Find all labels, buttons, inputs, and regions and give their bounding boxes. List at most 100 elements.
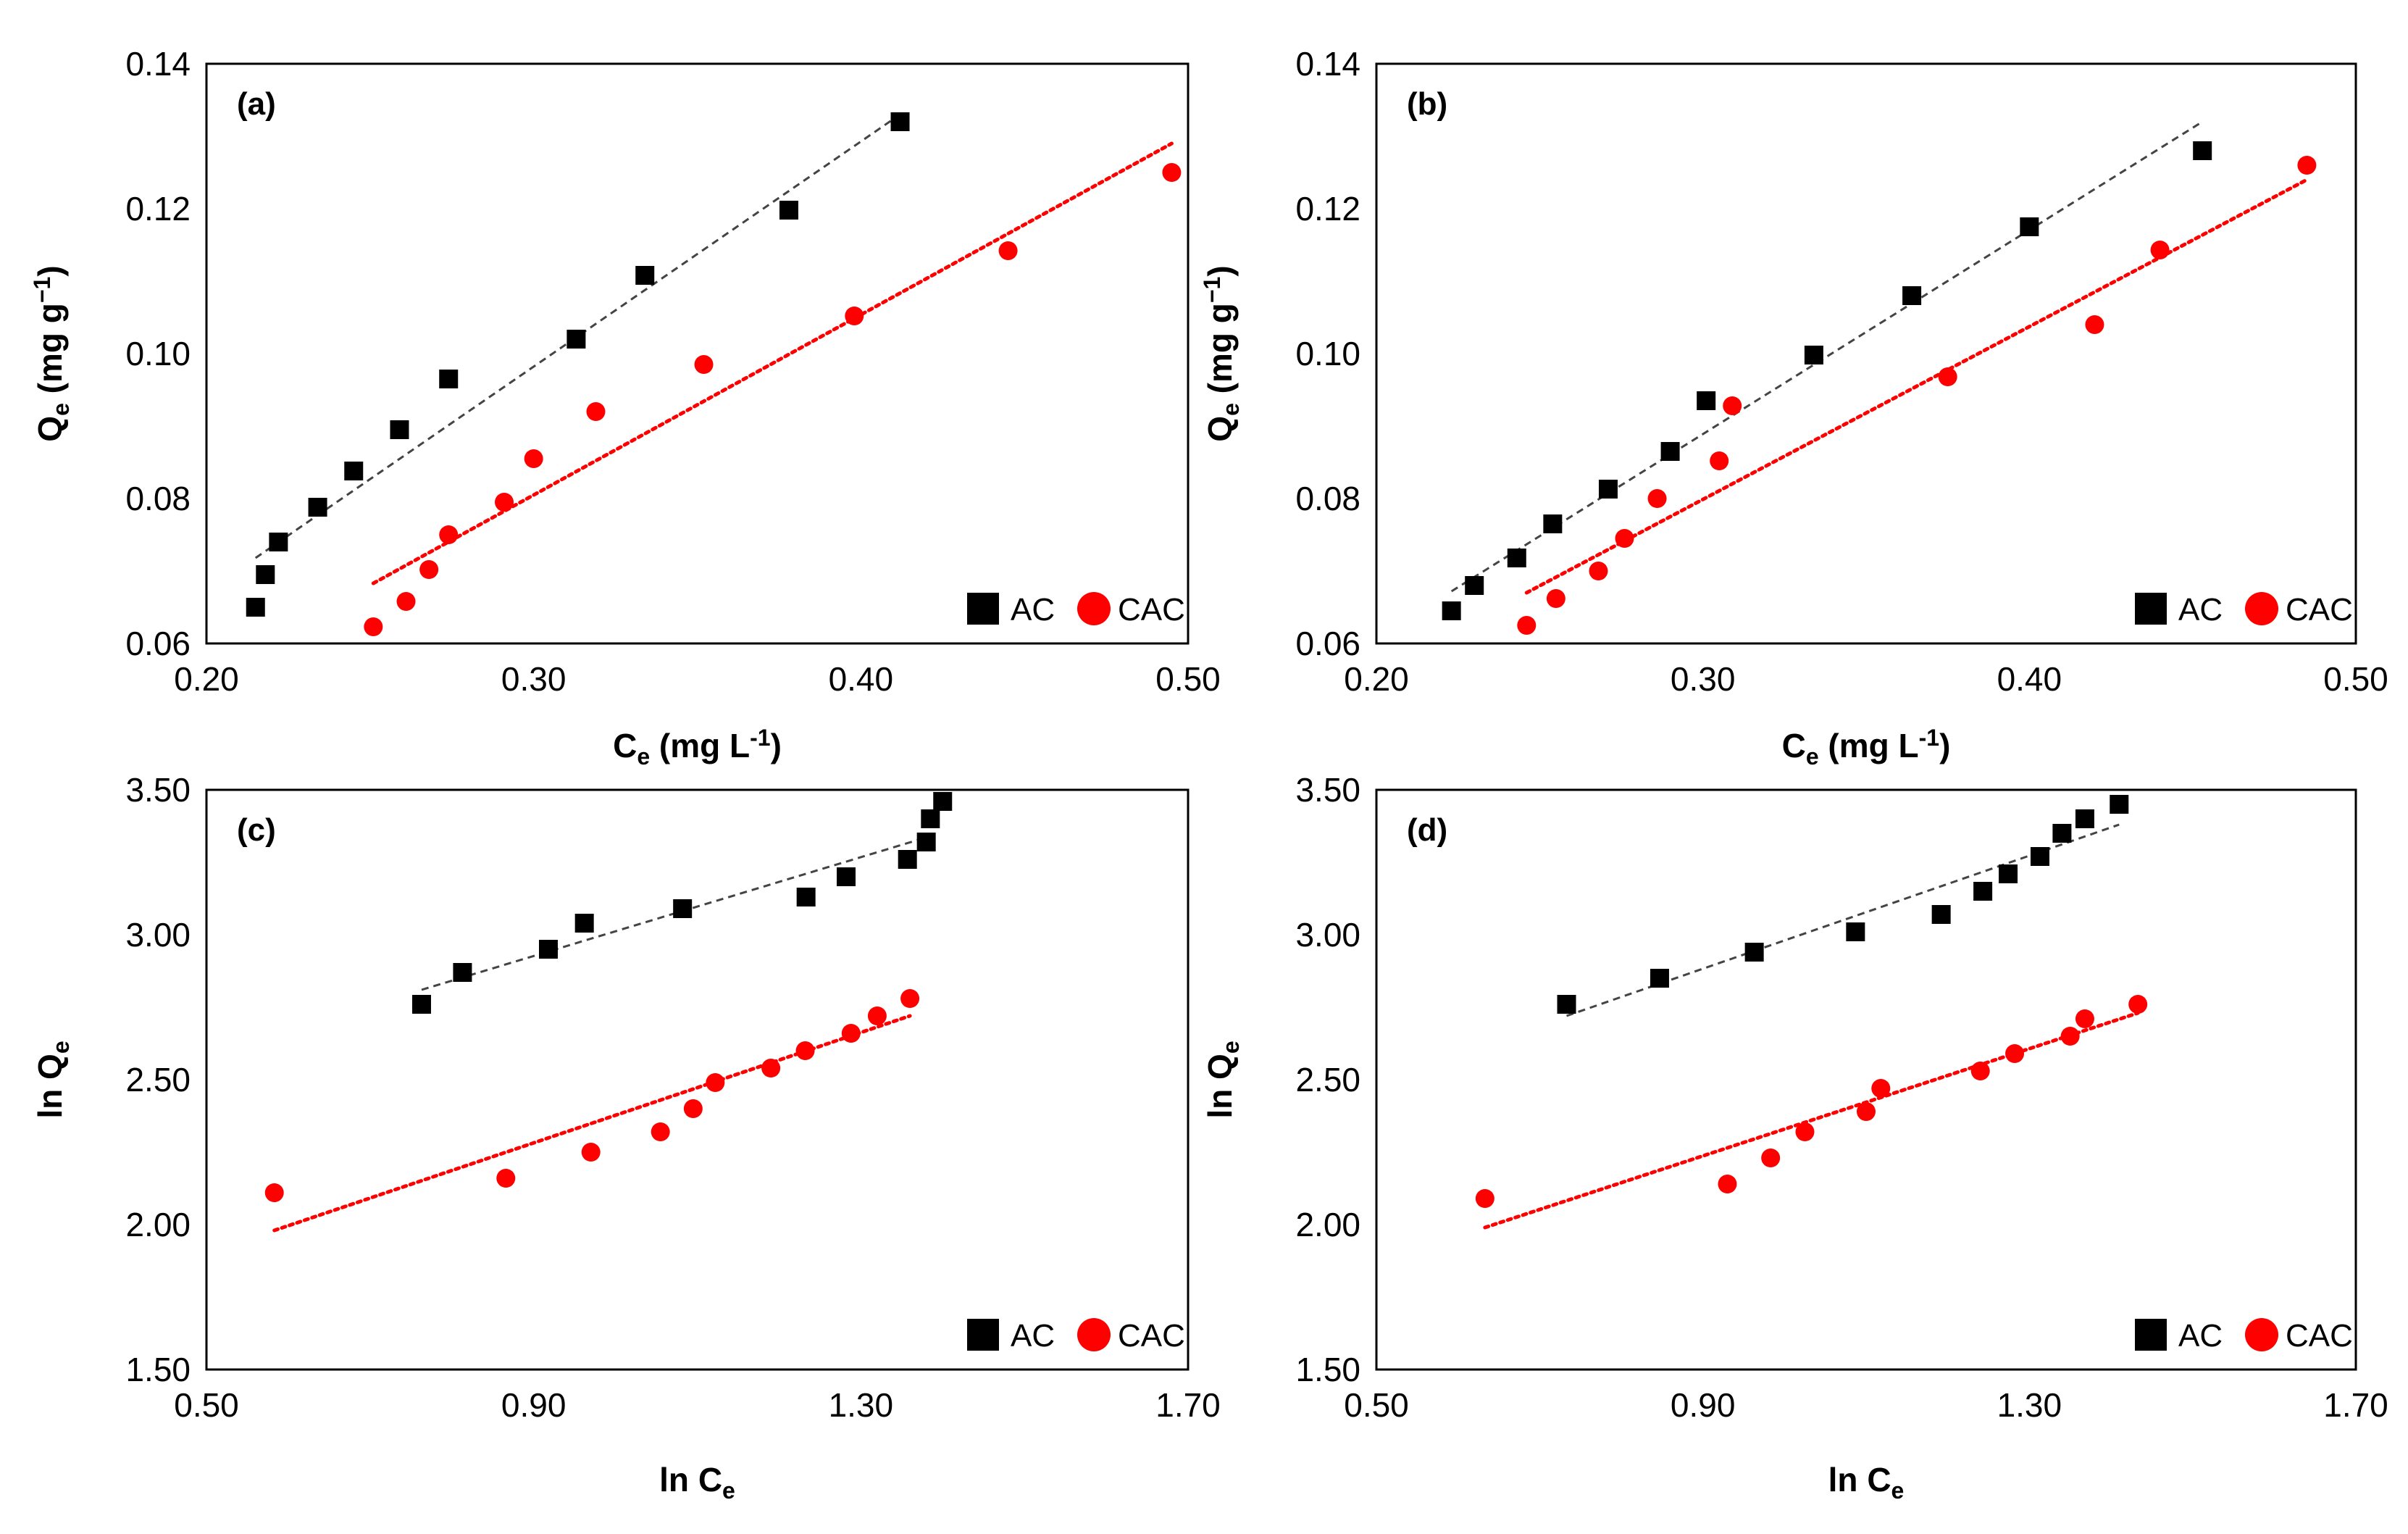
data-point-ac [2075,809,2094,828]
trendline-cac [1524,178,2309,595]
y-axis-title: ln Qe [31,1041,74,1118]
legend-marker-cac [2245,592,2278,625]
x-axis-title-main: C [1782,727,1806,764]
x-tick-label: 0.50 [1155,660,1221,698]
data-point-ac [921,809,940,828]
data-point-cac [495,493,514,512]
data-point-cac [998,241,1018,260]
x-axis-title-main: C [613,727,637,764]
data-point-ac [256,565,275,584]
panel-label: (b) [1407,86,1447,122]
legend-marker-ac [2135,1319,2167,1351]
y-axis-title-main: ln Q [1201,1054,1239,1118]
data-point-cac [2060,1027,2080,1046]
x-tick-label: 0.30 [1671,660,1736,698]
data-point-cac [706,1073,725,1092]
data-point-cac [1871,1079,1891,1098]
y-axis-title-units: (mg g [1201,303,1239,403]
trendline-ac [1566,823,2120,1017]
y-tick-label: 0.10 [1295,335,1360,372]
legend-marker-ac [967,1319,999,1351]
data-point-ac [1902,286,1922,305]
x-axis-title-subscript: e [1806,743,1819,770]
x-axis-title: ln Ce [659,1461,735,1504]
data-point-ac [1931,905,1951,924]
data-point-cac [2075,1009,2094,1028]
x-tick-label: 1.70 [1155,1386,1221,1424]
panel-label: (c) [237,812,276,848]
x-tick-label: 0.40 [829,660,894,698]
data-point-ac [1557,995,1576,1014]
data-point-cac [586,402,606,421]
chart-panel-b: 0.20 0.30 0.40 0.50 0.06 0.08 0.10 0.12 0.14 Ce (… [1199,45,2388,770]
legend-label-cac: CAC [1118,1318,1185,1354]
legend-label-cac: CAC [2286,1318,2353,1354]
data-point-cac [1857,1102,1876,1121]
data-point-cac [1761,1149,1781,1167]
data-point-cac [900,989,920,1008]
x-tick-label: 0.50 [174,1386,239,1424]
data-point-ac [1650,969,1669,988]
legend-label-cac: CAC [2286,592,2353,628]
y-tick-label: 0.06 [1295,625,1360,662]
data-point-ac [308,498,327,517]
data-point-cac [2150,241,2170,259]
data-point-ac [246,598,265,617]
data-point-ac [574,914,594,933]
y-axis-title-superscript: −1 [29,277,55,303]
plot-frame [1375,62,2357,645]
x-axis-title: Ce (mg L-1) [613,725,782,770]
data-point-cac [1589,562,1608,580]
legend-marker-ac [2135,593,2167,625]
data-point-ac [439,370,459,388]
x-tick-label: 0.90 [501,1386,567,1424]
x-axis-title-main: ln C [1828,1461,1891,1498]
x-axis-title-subscript: e [722,1477,735,1504]
data-point-ac [411,995,431,1014]
x-axis-title-units: (mg L [650,727,750,764]
y-tick-label: 0.08 [1295,480,1360,517]
legend: AC CAC [2135,1318,2353,1354]
data-point-ac [2110,795,2129,814]
y-axis-title-main: Q [1201,416,1239,442]
y-axis-title-close: ) [31,265,69,276]
plot-frame [205,62,1190,645]
y-tick-label: 2.50 [1295,1061,1360,1099]
chart-panel-c: 0.50 0.90 1.30 1.70 1.50 2.00 2.50 3.00 3.50 ln C… [31,771,1221,1504]
legend-label-ac: AC [1011,1318,1055,1354]
y-tick-label: 3.50 [125,771,191,809]
data-point-ac [1598,480,1618,499]
data-point-ac [1973,882,1993,901]
data-point-cac [761,1059,781,1077]
data-point-ac [673,899,693,918]
y-axis-title-main: ln Q [31,1054,69,1118]
data-point-cac [1723,396,1742,415]
chart-panel-d: 0.50 0.90 1.30 1.70 1.50 2.00 2.50 3.00 3.50 ln C… [1201,771,2388,1504]
x-tick-label: 1.30 [829,1386,894,1424]
panel-label: (d) [1407,812,1447,848]
data-point-cac [1710,451,1729,470]
legend-marker-cac [1077,592,1111,625]
data-point-ac [1660,442,1680,461]
data-point-cac [419,560,439,579]
data-point-cac [694,355,714,374]
y-axis-title-subscript: e [48,403,74,416]
data-point-ac [1697,391,1716,410]
y-tick-label: 0.08 [125,480,191,517]
y-tick-label: 0.12 [1295,190,1360,228]
data-point-ac [933,792,953,811]
data-point-ac [635,266,655,285]
data-point-cac [1938,367,1957,386]
y-tick-label: 0.14 [1295,45,1360,83]
y-tick-label: 1.50 [125,1351,191,1388]
legend-marker-cac [1077,1318,1111,1351]
y-tick-label: 2.00 [1295,1206,1360,1243]
legend-label-ac: AC [1011,592,1055,628]
x-tick-label: 1.70 [2323,1386,2388,1424]
x-axis-title-main: ln C [659,1461,722,1498]
legend: AC CAC [967,1318,1185,1354]
trendline-ac [1450,120,2203,593]
y-axis-title: Qe (mg g−1) [29,265,74,441]
y-tick-label: 0.14 [125,45,191,83]
y-tick-label: 2.00 [125,1206,191,1243]
